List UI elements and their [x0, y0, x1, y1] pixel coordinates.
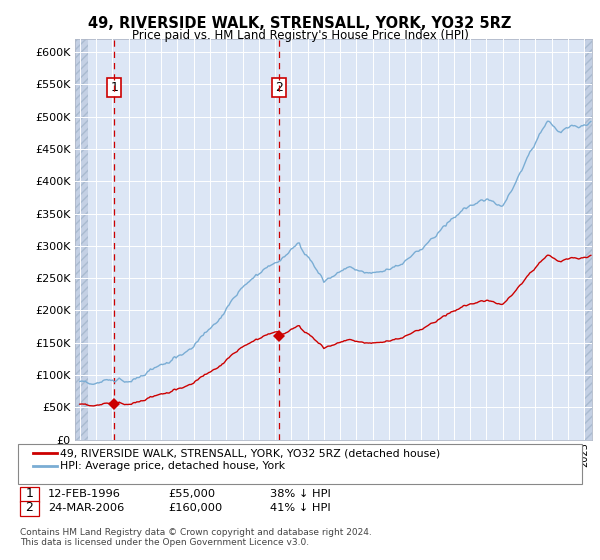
Bar — [584, 39, 592, 440]
Text: 12-FEB-1996: 12-FEB-1996 — [48, 489, 121, 499]
Text: 1: 1 — [110, 81, 118, 94]
Text: 2: 2 — [25, 501, 34, 515]
Text: 49, RIVERSIDE WALK, STRENSALL, YORK, YO32 5RZ: 49, RIVERSIDE WALK, STRENSALL, YORK, YO3… — [88, 16, 512, 31]
Bar — [75, 39, 88, 440]
Text: Contains HM Land Registry data © Crown copyright and database right 2024.
This d: Contains HM Land Registry data © Crown c… — [20, 528, 371, 547]
Text: 41% ↓ HPI: 41% ↓ HPI — [270, 503, 331, 513]
Text: £55,000: £55,000 — [168, 489, 215, 499]
Text: HPI: Average price, detached house, York: HPI: Average price, detached house, York — [60, 461, 285, 472]
Text: Price paid vs. HM Land Registry's House Price Index (HPI): Price paid vs. HM Land Registry's House … — [131, 29, 469, 42]
Text: 24-MAR-2006: 24-MAR-2006 — [48, 503, 124, 513]
Text: 49, RIVERSIDE WALK, STRENSALL, YORK, YO32 5RZ (detached house): 49, RIVERSIDE WALK, STRENSALL, YORK, YO3… — [60, 448, 440, 458]
Text: £160,000: £160,000 — [168, 503, 222, 513]
Text: 1: 1 — [25, 487, 34, 501]
Text: 2: 2 — [275, 81, 283, 94]
Text: 38% ↓ HPI: 38% ↓ HPI — [270, 489, 331, 499]
